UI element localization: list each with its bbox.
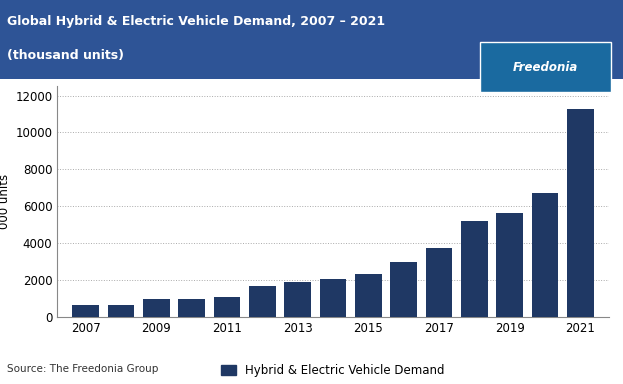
Bar bbox=[249, 286, 275, 317]
Text: Source: The Freedonia Group: Source: The Freedonia Group bbox=[7, 364, 159, 374]
Bar bbox=[567, 109, 594, 317]
Bar bbox=[72, 305, 99, 317]
Bar bbox=[497, 213, 523, 317]
Bar bbox=[532, 193, 558, 317]
Text: Global Hybrid & Electric Vehicle Demand, 2007 – 2021: Global Hybrid & Electric Vehicle Demand,… bbox=[7, 15, 386, 28]
Text: (thousand units): (thousand units) bbox=[7, 49, 125, 62]
Bar bbox=[391, 262, 417, 317]
Legend: Hybrid & Electric Vehicle Demand: Hybrid & Electric Vehicle Demand bbox=[221, 364, 445, 377]
Bar bbox=[108, 305, 134, 317]
Y-axis label: 000 units: 000 units bbox=[0, 174, 11, 229]
Bar bbox=[143, 299, 169, 317]
Text: Freedonia: Freedonia bbox=[513, 61, 578, 74]
Bar bbox=[178, 299, 205, 317]
Bar bbox=[461, 221, 488, 317]
Bar bbox=[214, 296, 240, 317]
Bar bbox=[320, 279, 346, 317]
Bar bbox=[355, 275, 382, 317]
Bar bbox=[426, 248, 452, 317]
Bar bbox=[284, 282, 311, 317]
